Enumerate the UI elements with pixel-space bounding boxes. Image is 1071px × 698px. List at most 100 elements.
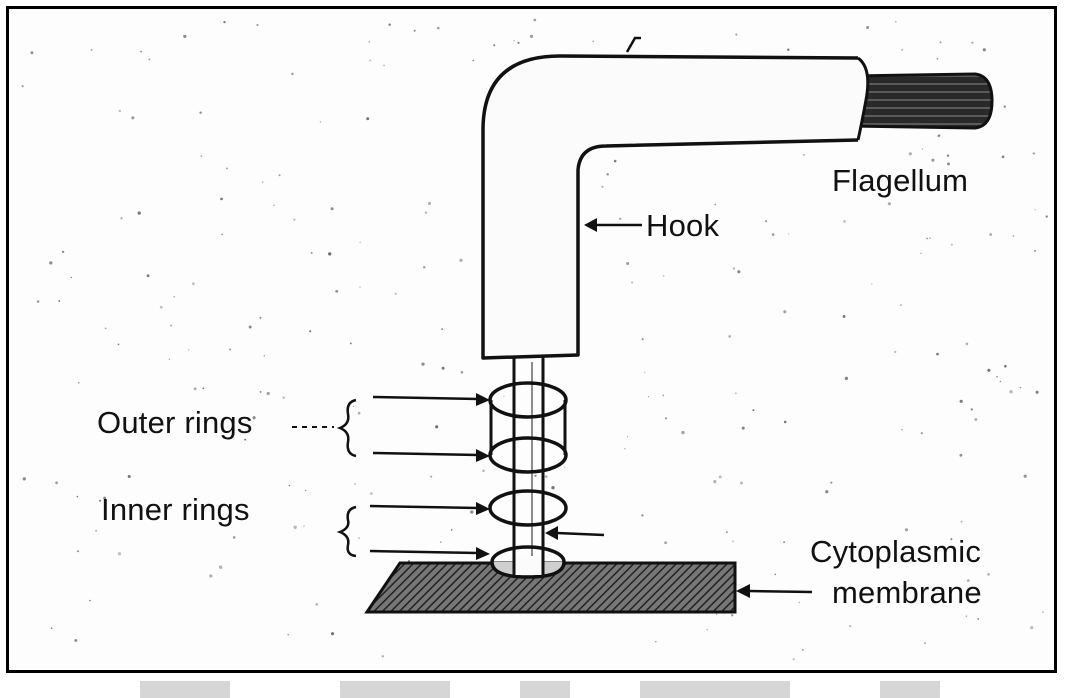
speckle-dot: [662, 274, 665, 277]
speckle-dot: [798, 601, 800, 604]
speckle-dot: [137, 211, 141, 215]
speckle-dot: [513, 39, 515, 42]
speckle-dot: [435, 425, 439, 429]
speckle-dot: [170, 324, 173, 327]
speckle-dot: [357, 411, 361, 415]
speckle-dot: [771, 233, 775, 236]
speckle-dot: [931, 158, 935, 162]
speckle-dot: [741, 426, 745, 430]
speckle-dot: [803, 154, 805, 156]
speckle-dot: [714, 203, 717, 206]
speckle-dot: [920, 432, 923, 435]
speckle-dot: [383, 64, 385, 67]
speckle-dot: [939, 41, 942, 44]
speckle-dot: [1023, 474, 1027, 478]
speckle-dot: [731, 614, 734, 617]
speckle-dot: [950, 243, 953, 246]
speckle-dot: [655, 641, 657, 643]
speckle-dot: [752, 409, 755, 412]
speckle-dot: [138, 417, 141, 420]
speckle-dot: [966, 579, 970, 582]
speckle-dot: [601, 185, 604, 188]
speckle-dot: [200, 155, 203, 157]
speckle-dot: [131, 116, 135, 120]
speckle-dot: [259, 390, 262, 393]
speckle-dot: [303, 525, 305, 527]
flagellum-filament: [850, 69, 994, 131]
inner-ring-arrow-top: [369, 502, 490, 515]
speckle-dot: [437, 26, 440, 30]
flagellum-label: Flagellum: [832, 163, 969, 198]
speckle-dot: [644, 371, 646, 374]
speckle-dot: [563, 466, 565, 468]
speckle-dot: [626, 262, 630, 265]
speckle-dot: [1034, 209, 1036, 211]
speckle-dot: [801, 648, 804, 652]
cytoplasmic-membrane: [364, 561, 737, 614]
speckle-dot: [173, 295, 176, 298]
speckle-dot: [866, 26, 870, 29]
speckle-dot: [735, 33, 738, 36]
hook-opening: [856, 56, 870, 141]
speckle-dot: [315, 603, 319, 606]
speckle-dot: [330, 632, 335, 636]
speckle-dot: [127, 474, 131, 479]
speckle-dot: [946, 154, 950, 157]
speckle-dot: [459, 258, 463, 262]
speckle-dot: [1001, 155, 1005, 159]
speckle-dot: [1042, 611, 1044, 613]
speckle-dot: [354, 483, 356, 485]
speckle-dot: [366, 117, 370, 121]
speckle-dot: [728, 335, 732, 338]
speckle-dot: [61, 250, 65, 253]
speckle-dot: [482, 469, 485, 473]
rod-base: [514, 556, 543, 575]
speckle-dot: [965, 342, 969, 346]
inner-rings-brace: [336, 505, 357, 558]
speckle-dot: [140, 50, 142, 53]
cytoplasmic-label: Cytoplasmic: [810, 534, 982, 569]
speckle-dot: [533, 18, 537, 22]
speckle-dot: [764, 220, 768, 223]
ghost-mark: [640, 681, 790, 698]
speckle-dot: [551, 486, 555, 490]
speckle-dot: [248, 325, 252, 329]
speckle-dot: [974, 418, 978, 421]
speckle-dot: [287, 633, 290, 636]
speckle-dot: [188, 349, 190, 351]
ghost-mark: [340, 681, 450, 698]
speckle-dot: [381, 655, 384, 658]
ghost-mark: [520, 681, 570, 698]
speckle-dot: [904, 528, 909, 532]
speckle-dot: [843, 219, 846, 223]
speckle-dot: [849, 625, 852, 628]
speckle-dot: [74, 639, 78, 642]
speckle-dot: [104, 327, 107, 330]
speckle-dot: [895, 20, 897, 23]
speckle-dot: [871, 283, 873, 285]
speckle-dot: [117, 552, 122, 556]
speckle-dot: [95, 529, 98, 532]
speckle-dot: [423, 266, 426, 269]
speckle-dot: [209, 574, 213, 578]
speckle-dot: [259, 316, 262, 319]
speckle-dot: [529, 34, 534, 39]
speckle-dot: [117, 343, 120, 346]
speckle-dot: [970, 408, 973, 411]
speckle-dot: [662, 394, 665, 397]
speckle-dot: [472, 59, 475, 62]
hook-tick: [625, 36, 641, 53]
speckle-dot: [830, 481, 833, 484]
speckle-dot: [328, 252, 332, 256]
speckle-dot: [732, 267, 736, 270]
speckle-dot: [421, 362, 425, 366]
speckle-dot: [735, 392, 737, 395]
speckle-dot: [901, 428, 903, 431]
membrane-arrow: [736, 584, 813, 598]
speckle-dot: [1019, 386, 1022, 389]
speckle-dot: [450, 529, 453, 531]
speckle-dot: [936, 352, 939, 356]
speckle-dot: [55, 481, 58, 485]
rod-arrow: [545, 526, 605, 540]
